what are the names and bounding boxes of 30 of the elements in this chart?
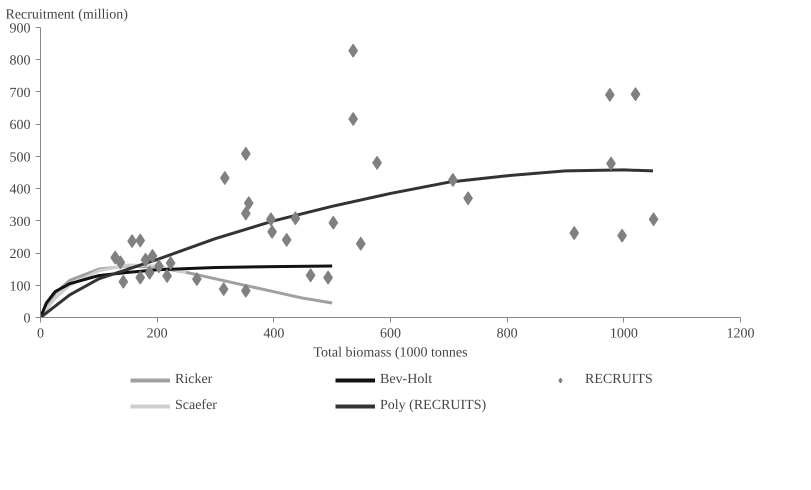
x-tick-label: 800: [496, 326, 518, 342]
legend-label: RECRUITS: [585, 372, 654, 388]
x-tick-label: 1200: [726, 326, 754, 342]
y-tick-label: 900: [10, 22, 30, 36]
y-tick-label: 100: [10, 279, 30, 294]
line-series: [40, 168, 654, 318]
legend-label: Poly (RECRUITS): [380, 398, 488, 414]
y-axis-title: Recruitment (million): [6, 8, 128, 22]
y-tick-label: 0: [24, 312, 30, 326]
point: [244, 196, 254, 210]
y-tick-label: 700: [10, 86, 30, 101]
legend-label: Bev-Holt: [380, 372, 434, 388]
y-tick-label: 500: [10, 150, 30, 166]
point: [356, 236, 366, 251]
x-tick-label: 200: [146, 326, 168, 342]
point: [569, 226, 580, 240]
y-tick-label: 600: [10, 118, 30, 134]
y-tick-label: 200: [10, 247, 30, 262]
y-tick-label: 300: [10, 214, 30, 230]
point: [135, 270, 146, 285]
legend-label: Scaefer: [175, 398, 218, 414]
x-tick-label: 0: [37, 326, 44, 342]
x-axis-title: Total biomass (1000 tonnes: [313, 346, 468, 360]
point: [135, 233, 146, 248]
y-tick-label: 800: [10, 54, 30, 69]
legend-label: Ricker: [175, 372, 214, 388]
x-tick-label: 1000: [610, 326, 638, 342]
x-tick-label: 600: [380, 326, 401, 342]
y-tick-label: 400: [10, 182, 30, 198]
x-tick-label: 400: [263, 326, 284, 342]
